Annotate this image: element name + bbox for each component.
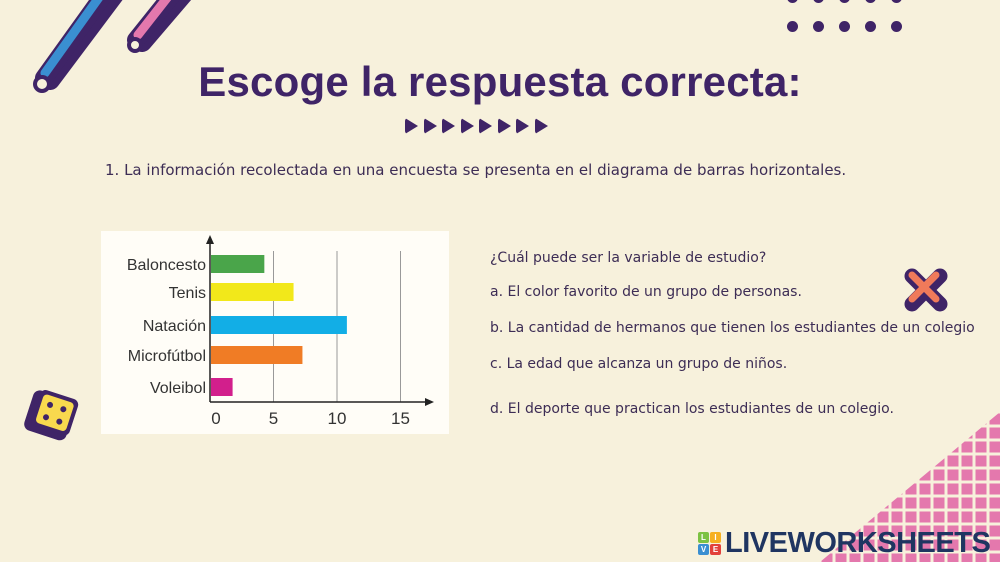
logo-tiles-icon: L I V E [698, 532, 721, 555]
decorative-dots [787, 0, 902, 32]
bar-microfútbol [211, 346, 303, 364]
option-b[interactable]: b. La cantidad de hermanos que tienen lo… [490, 320, 975, 336]
option-d[interactable]: d. El deporte que practican los estudian… [490, 401, 894, 417]
x-tick-label: 15 [391, 409, 410, 428]
x-tick-label: 5 [269, 409, 278, 428]
decorative-grid [820, 412, 1000, 562]
bar-tenis [211, 283, 294, 301]
category-label: Natación [143, 318, 206, 335]
bar-chart: Baloncesto Tenis Natación Microfútbol Voleib… [101, 231, 449, 434]
option-a[interactable]: a. El color favorito de un grupo de pers… [490, 284, 802, 300]
category-label: Voleibol [150, 380, 206, 397]
category-label: Baloncesto [127, 257, 206, 274]
x-tick-label: 0 [211, 409, 220, 428]
question-intro: 1. La información recolectada en una enc… [105, 161, 847, 179]
decorative-sticks [33, 0, 192, 93]
category-label: Microfútbol [128, 348, 206, 365]
category-label: Tenis [169, 285, 206, 302]
bar-baloncesto [211, 255, 265, 273]
arrow-divider-icons [405, 118, 548, 134]
dice-icon [24, 390, 79, 441]
option-c[interactable]: c. La edad que alcanza un grupo de niños… [490, 356, 788, 372]
incorrect-x-icon [904, 268, 948, 312]
question-text: ¿Cuál puede ser la variable de estudio? [490, 250, 767, 266]
logo-text: LIVEWORKSHEETS [725, 527, 991, 559]
page-title: Escoge la respuesta correcta: [198, 58, 802, 105]
bar-natación [211, 316, 347, 334]
bar-voleibol [211, 378, 233, 396]
x-tick-label: 10 [328, 409, 347, 428]
liveworksheets-logo: L I V E LIVEWORKSHEETS [698, 527, 991, 560]
